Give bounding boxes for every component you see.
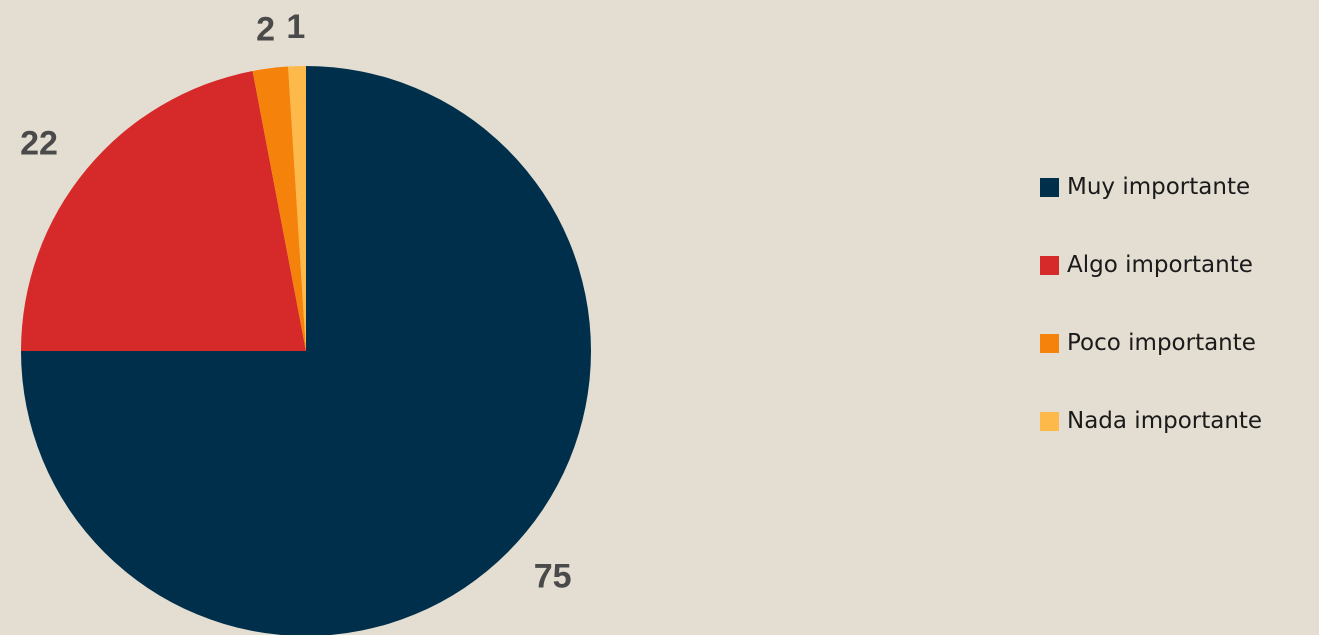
legend-item-algo-importante: Algo importante [1040, 246, 1319, 284]
data-label-muy-importante: 75 [534, 558, 572, 596]
data-label-algo-importante: 22 [20, 125, 58, 163]
legend-label: Muy importante [1067, 174, 1251, 200]
legend-swatch [1040, 411, 1059, 431]
data-label-poco-importante: 2 [256, 11, 275, 49]
legend: Muy importante Algo importante Poco impo… [1040, 168, 1319, 480]
pie-slices [21, 66, 591, 635]
legend-swatch [1040, 255, 1059, 275]
legend-swatch [1040, 333, 1059, 353]
legend-label: Poco importante [1067, 330, 1256, 356]
legend-item-muy-importante: Muy importante [1040, 168, 1319, 206]
legend-label: Algo importante [1067, 252, 1253, 278]
data-label-nada-importante: 1 [286, 8, 305, 46]
legend-swatch [1040, 177, 1059, 197]
pie-slice-poco-importante [252, 66, 306, 352]
legend-item-poco-importante: Poco importante [1040, 324, 1319, 362]
pie-slice-nada-importante [288, 66, 306, 351]
legend-item-nada-importante: Nada importante [1040, 402, 1319, 440]
pie-slice-algo-importante [21, 71, 306, 352]
legend-label: Nada importante [1067, 408, 1263, 434]
